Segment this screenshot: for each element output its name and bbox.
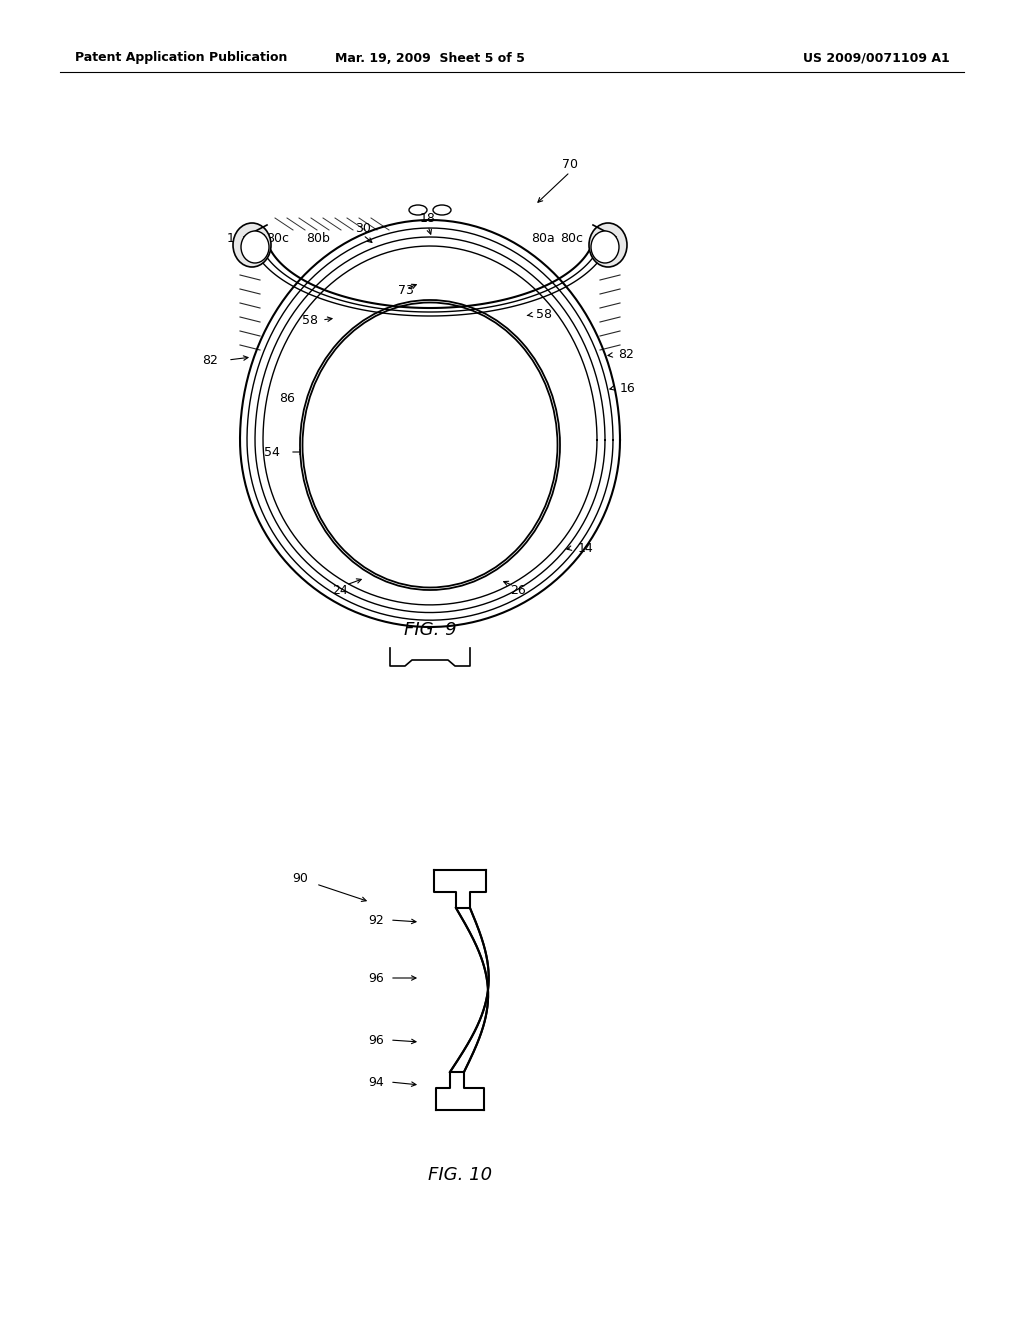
Text: 90: 90	[292, 871, 308, 884]
Text: 70: 70	[562, 158, 578, 172]
Text: 96: 96	[369, 1034, 384, 1047]
Text: 82: 82	[202, 354, 218, 367]
Text: 14: 14	[578, 541, 594, 554]
Ellipse shape	[591, 231, 618, 263]
Polygon shape	[450, 908, 488, 1072]
Text: 54: 54	[525, 446, 541, 458]
Text: 73: 73	[398, 284, 414, 297]
Text: 58: 58	[536, 309, 552, 322]
Text: FIG. 10: FIG. 10	[428, 1166, 493, 1184]
Text: 18: 18	[420, 211, 436, 224]
Text: Patent Application Publication: Patent Application Publication	[75, 51, 288, 65]
Text: 80b: 80b	[306, 231, 330, 244]
Text: 80a: 80a	[531, 231, 555, 244]
Text: 24: 24	[332, 583, 348, 597]
Text: 58: 58	[302, 314, 318, 326]
Text: US 2009/0071109 A1: US 2009/0071109 A1	[803, 51, 950, 65]
Ellipse shape	[589, 223, 627, 267]
Text: 80c: 80c	[560, 231, 584, 244]
Text: 94: 94	[369, 1076, 384, 1089]
Text: Mar. 19, 2009  Sheet 5 of 5: Mar. 19, 2009 Sheet 5 of 5	[335, 51, 525, 65]
Ellipse shape	[233, 223, 271, 267]
Ellipse shape	[302, 302, 557, 587]
Text: 86: 86	[280, 392, 295, 404]
Text: 96: 96	[369, 972, 384, 985]
Text: 16: 16	[620, 381, 636, 395]
Text: 82: 82	[618, 348, 634, 362]
Text: 54: 54	[264, 446, 280, 458]
Text: 80c: 80c	[266, 231, 290, 244]
Text: 92: 92	[369, 913, 384, 927]
Text: 16b: 16b	[226, 231, 250, 244]
Ellipse shape	[241, 231, 269, 263]
Text: 30: 30	[355, 222, 371, 235]
Ellipse shape	[300, 300, 560, 590]
Text: 26: 26	[510, 583, 526, 597]
Text: 86: 86	[524, 392, 540, 404]
Text: 16a: 16a	[589, 231, 612, 244]
Text: FIG. 9: FIG. 9	[403, 620, 457, 639]
